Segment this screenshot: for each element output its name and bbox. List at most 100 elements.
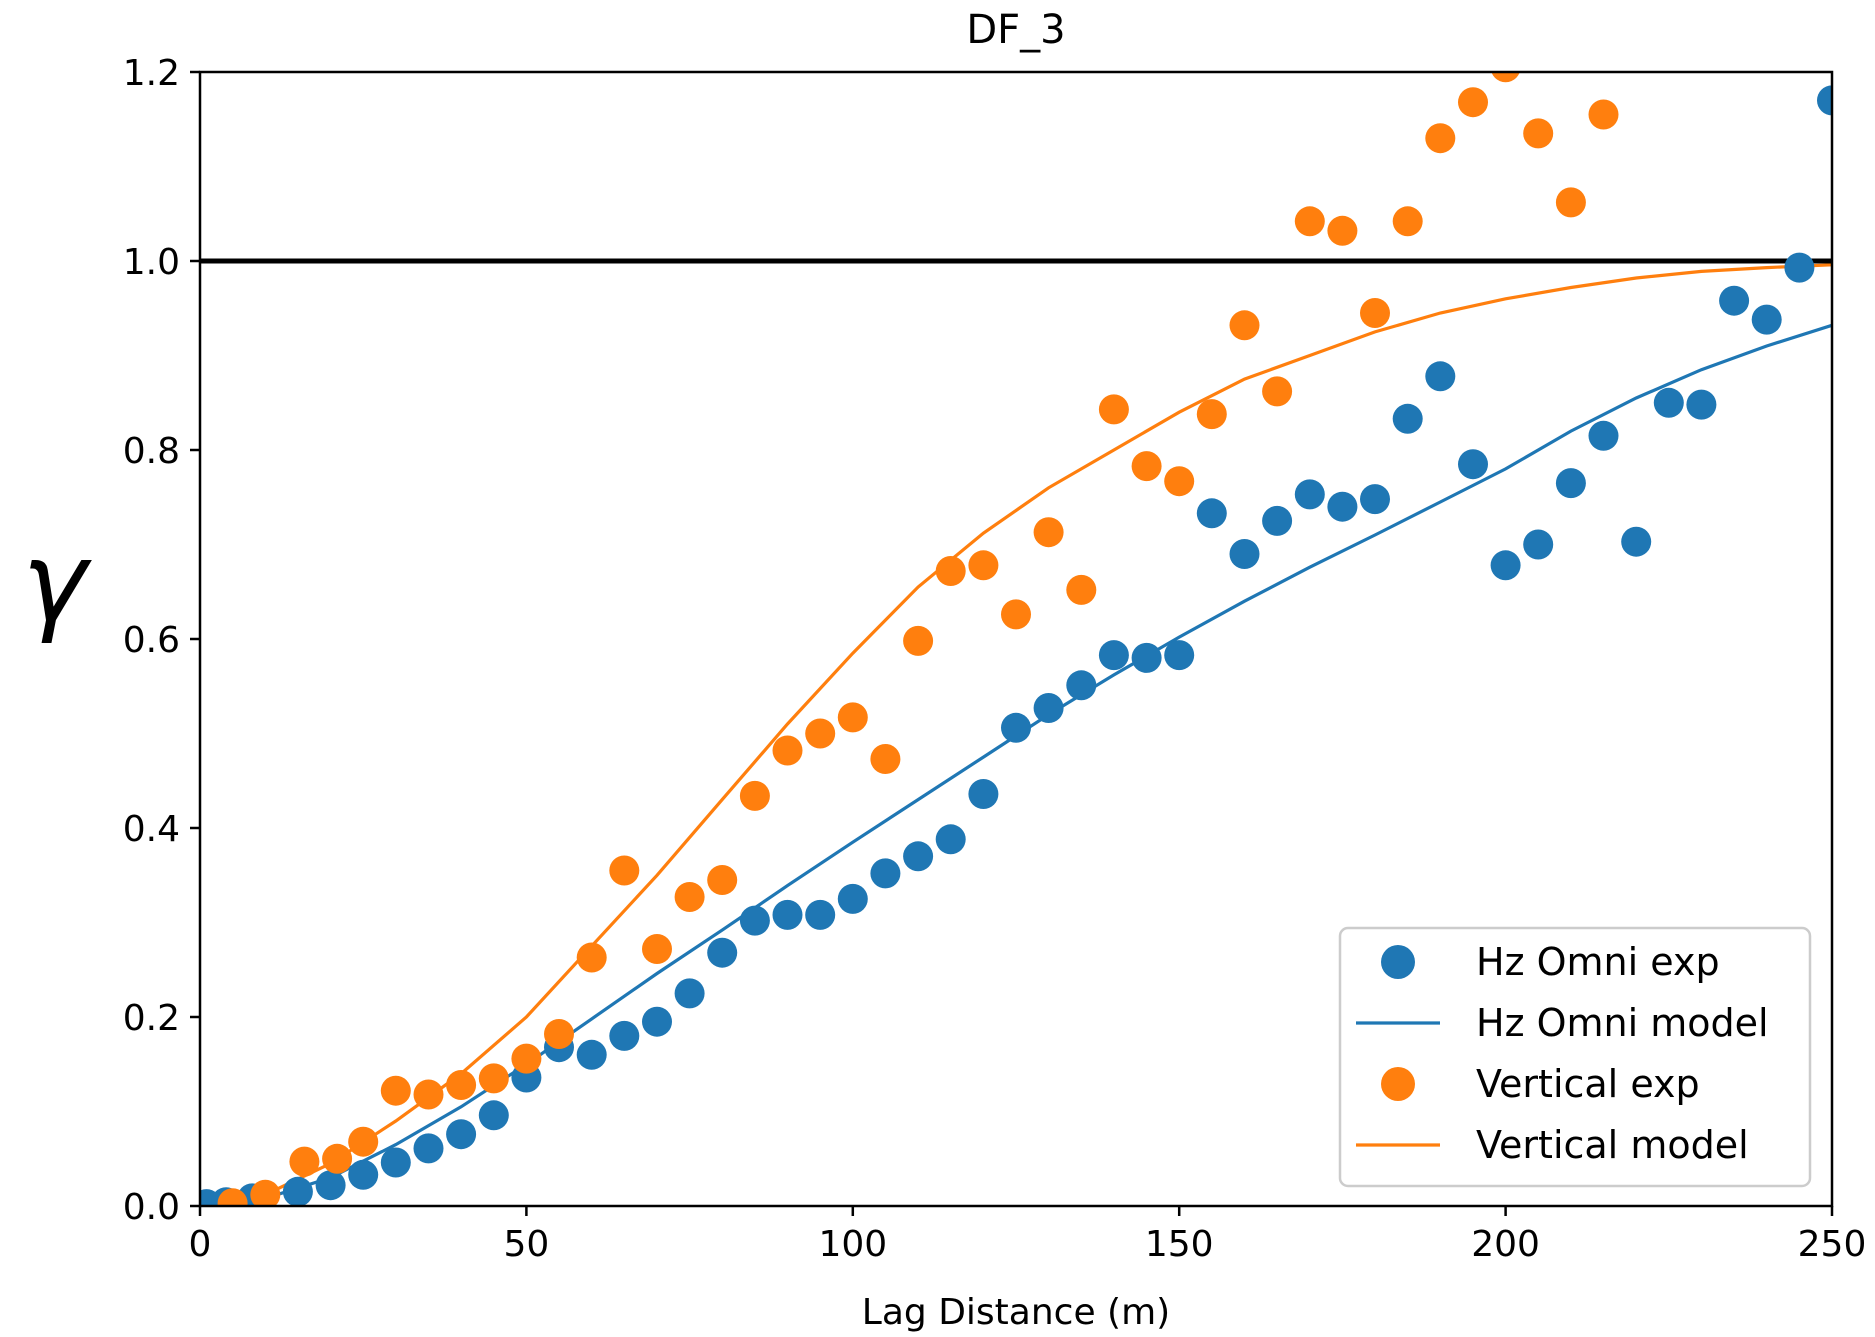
legend: Hz Omni exp Hz Omni model Vertical exp Vert… <box>1338 926 1812 1188</box>
point-vertical-exp <box>413 1079 444 1110</box>
point-vertical-exp <box>1229 310 1260 341</box>
point-hz-omni-exp <box>1327 491 1358 522</box>
x-tick-label: 200 <box>1471 1224 1540 1265</box>
point-hz-omni-exp <box>1817 85 1832 116</box>
point-hz-omni-exp <box>1131 642 1162 673</box>
point-vertical-exp <box>1327 215 1358 246</box>
point-hz-omni-exp <box>1098 640 1129 671</box>
point-hz-omni-exp <box>609 1020 640 1051</box>
legend-marker-vertical-exp <box>1381 1067 1415 1101</box>
point-hz-omni-exp <box>1490 550 1521 581</box>
x-axis-ticks: 0 50 100 150 200 250 <box>189 1206 1867 1265</box>
point-hz-omni-exp <box>380 1147 411 1178</box>
point-hz-omni-exp <box>1196 498 1227 529</box>
point-hz-omni-exp <box>1458 449 1488 480</box>
point-vertical-exp <box>1262 376 1293 407</box>
point-vertical-exp <box>1491 72 1520 83</box>
point-hz-omni-exp <box>707 937 738 968</box>
legend-label-vertical-model: Vertical model <box>1476 1123 1749 1167</box>
point-hz-omni-exp <box>805 899 836 930</box>
point-vertical-exp <box>1360 298 1390 328</box>
point-hz-omni-exp <box>1784 252 1815 283</box>
point-hz-omni-exp <box>1523 529 1554 560</box>
point-hz-omni-exp <box>1425 361 1456 392</box>
legend-label-hz-omni-exp: Hz Omni exp <box>1476 940 1720 984</box>
point-hz-omni-exp <box>903 841 934 872</box>
x-tick-label: 100 <box>818 1224 887 1265</box>
point-vertical-exp <box>446 1070 477 1100</box>
plot-area <box>200 72 1832 1206</box>
point-hz-omni-exp <box>772 899 803 930</box>
y-tick-label: 0.6 <box>123 620 180 661</box>
point-hz-omni-exp <box>642 1006 672 1037</box>
point-hz-omni-exp <box>1621 526 1652 557</box>
point-hz-omni-exp <box>446 1119 477 1150</box>
point-hz-omni-exp <box>1164 640 1195 671</box>
y-tick-label: 0.8 <box>123 431 180 472</box>
point-hz-omni-exp <box>1653 387 1684 418</box>
point-vertical-exp <box>609 855 640 886</box>
point-vertical-exp <box>1555 187 1586 218</box>
point-vertical-exp <box>289 1146 320 1177</box>
point-hz-omni-exp <box>1229 539 1260 569</box>
x-tick-label: 0 <box>189 1224 212 1265</box>
point-hz-omni-exp <box>1555 468 1586 499</box>
point-hz-omni-exp <box>576 1039 607 1070</box>
x-tick-label: 250 <box>1798 1224 1867 1265</box>
point-vertical-exp <box>1196 399 1227 430</box>
y-tick-label: 0.4 <box>123 809 180 850</box>
x-tick-label: 150 <box>1145 1224 1214 1265</box>
point-vertical-exp <box>642 934 672 964</box>
point-hz-omni-exp <box>1360 484 1390 515</box>
point-vertical-exp <box>1131 451 1162 482</box>
point-vertical-exp <box>1458 87 1488 118</box>
point-vertical-exp <box>1588 99 1619 130</box>
point-vertical-exp <box>968 550 999 581</box>
y-tick-label: 1.0 <box>123 242 180 283</box>
y-axis-label: γ <box>22 518 92 646</box>
legend-label-vertical-exp: Vertical exp <box>1476 1062 1700 1106</box>
legend-box <box>1338 926 1812 1188</box>
point-vertical-exp <box>348 1126 379 1157</box>
point-vertical-exp <box>511 1043 542 1074</box>
point-vertical-exp <box>707 865 738 895</box>
point-vertical-exp <box>1425 123 1456 154</box>
point-hz-omni-exp <box>1033 693 1064 723</box>
point-vertical-exp <box>1294 206 1325 237</box>
point-vertical-exp <box>1033 517 1064 548</box>
point-vertical-exp <box>1066 574 1097 605</box>
y-tick-label: 1.2 <box>123 53 180 94</box>
y-tick-label: 0.2 <box>123 998 180 1039</box>
point-hz-omni-exp <box>1262 505 1293 536</box>
y-tick-label: 0.0 <box>123 1187 180 1228</box>
legend-label-hz-omni-model: Hz Omni model <box>1476 1001 1769 1045</box>
point-vertical-exp <box>478 1063 509 1094</box>
point-hz-omni-exp <box>1686 389 1717 420</box>
series-line-vertical-model <box>200 263 1832 1206</box>
point-vertical-exp <box>1001 599 1031 630</box>
point-vertical-exp <box>322 1143 353 1174</box>
point-hz-omni-exp <box>1751 304 1782 335</box>
point-vertical-exp <box>250 1179 281 1206</box>
point-vertical-exp <box>674 882 705 912</box>
point-hz-omni-exp <box>739 905 770 936</box>
point-hz-omni-exp <box>935 824 966 855</box>
experimental-points <box>200 72 1832 1206</box>
point-hz-omni-exp <box>1001 712 1031 743</box>
point-vertical-exp <box>1392 206 1423 237</box>
point-hz-omni-exp <box>282 1176 313 1206</box>
point-hz-omni-exp <box>478 1100 509 1131</box>
point-vertical-exp <box>903 625 934 656</box>
point-vertical-exp <box>739 780 770 811</box>
point-vertical-exp <box>1164 466 1195 497</box>
point-vertical-exp <box>544 1019 574 1049</box>
point-hz-omni-exp <box>674 978 705 1009</box>
point-hz-omni-exp <box>1719 285 1750 316</box>
point-vertical-exp <box>1098 394 1129 425</box>
point-hz-omni-exp <box>870 858 901 889</box>
point-vertical-exp <box>935 556 966 586</box>
point-hz-omni-exp <box>968 779 999 809</box>
point-vertical-exp <box>380 1075 411 1106</box>
point-vertical-exp <box>217 1188 248 1206</box>
